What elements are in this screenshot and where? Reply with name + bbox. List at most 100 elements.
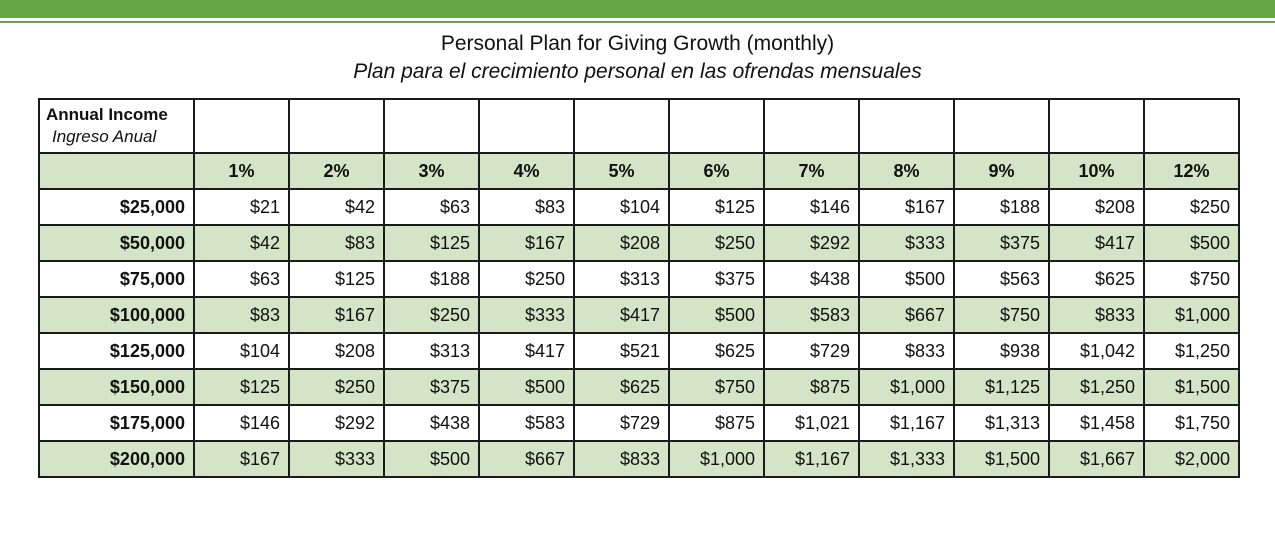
amount-cell: $438 [763, 260, 860, 298]
blank-cell [383, 98, 480, 154]
amount-cell: $125 [383, 224, 480, 262]
amount-cell: $167 [478, 224, 575, 262]
amount-cell: $83 [193, 296, 290, 334]
amount-cell: $250 [288, 368, 385, 406]
amount-cell: $333 [858, 224, 955, 262]
amount-cell: $667 [478, 440, 575, 478]
amount-cell: $1,021 [763, 404, 860, 442]
amount-cell: $1,042 [1048, 332, 1145, 370]
amount-cell: $146 [763, 188, 860, 226]
amount-cell: $1,125 [953, 368, 1050, 406]
amount-cell: $167 [858, 188, 955, 226]
amount-cell: $625 [573, 368, 670, 406]
table-row: $175,000 $146 $292 $438 $583 $729 $875 $1,021 $1… [38, 404, 1240, 442]
amount-cell: $500 [383, 440, 480, 478]
amount-cell: $667 [858, 296, 955, 334]
amount-cell: $1,750 [1143, 404, 1240, 442]
label-row: Annual Income Ingreso Anual [38, 98, 1240, 154]
blank-cell [573, 98, 670, 154]
amount-cell: $21 [193, 188, 290, 226]
blank-cell [763, 98, 860, 154]
amount-cell: $729 [573, 404, 670, 442]
amount-cell: $250 [668, 224, 765, 262]
income-cell: $200,000 [38, 440, 195, 478]
percent-header-row: 1% 2% 3% 4% 5% 6% 7% 8% 9% 10% 12% [38, 152, 1240, 190]
amount-cell: $583 [763, 296, 860, 334]
amount-cell: $250 [478, 260, 575, 298]
blank-cell [193, 98, 290, 154]
amount-cell: $188 [383, 260, 480, 298]
percent-header: 7% [763, 152, 860, 190]
amount-cell: $167 [193, 440, 290, 478]
amount-cell: $521 [573, 332, 670, 370]
amount-cell: $1,458 [1048, 404, 1145, 442]
percent-header: 4% [478, 152, 575, 190]
amount-cell: $125 [288, 260, 385, 298]
amount-cell: $292 [763, 224, 860, 262]
amount-cell: $1,313 [953, 404, 1050, 442]
amount-cell: $583 [478, 404, 575, 442]
amount-cell: $104 [573, 188, 670, 226]
amount-cell: $750 [953, 296, 1050, 334]
table-row: $25,000 $21 $42 $63 $83 $104 $125 $146 $167 $188 $… [38, 188, 1240, 226]
amount-cell: $417 [1048, 224, 1145, 262]
income-cell: $50,000 [38, 224, 195, 262]
amount-cell: $63 [383, 188, 480, 226]
amount-cell: $1,167 [858, 404, 955, 442]
percent-header: 3% [383, 152, 480, 190]
amount-cell: $250 [1143, 188, 1240, 226]
income-cell: $25,000 [38, 188, 195, 226]
amount-cell: $729 [763, 332, 860, 370]
amount-cell: $375 [383, 368, 480, 406]
amount-cell: $875 [763, 368, 860, 406]
amount-cell: $1,000 [1143, 296, 1240, 334]
amount-cell: $42 [193, 224, 290, 262]
amount-cell: $167 [288, 296, 385, 334]
amount-cell: $625 [1048, 260, 1145, 298]
amount-cell: $500 [858, 260, 955, 298]
amount-cell: $1,250 [1048, 368, 1145, 406]
amount-cell: $333 [288, 440, 385, 478]
amount-cell: $1,333 [858, 440, 955, 478]
blank-cell [668, 98, 765, 154]
income-cell: $125,000 [38, 332, 195, 370]
page-title: Personal Plan for Giving Growth (monthly… [440, 32, 835, 55]
amount-cell: $104 [193, 332, 290, 370]
amount-cell: $2,000 [1143, 440, 1240, 478]
amount-cell: $1,000 [668, 440, 765, 478]
income-cell: $100,000 [38, 296, 195, 334]
amount-cell: $83 [288, 224, 385, 262]
amount-cell: $938 [953, 332, 1050, 370]
amount-cell: $63 [193, 260, 290, 298]
amount-cell: $833 [1048, 296, 1145, 334]
blank-cell [288, 98, 385, 154]
amount-cell: $417 [478, 332, 575, 370]
top-green-rule [0, 21, 1275, 23]
amount-cell: $375 [953, 224, 1050, 262]
income-cell: $175,000 [38, 404, 195, 442]
amount-cell: $1,667 [1048, 440, 1145, 478]
amount-cell: $1,167 [763, 440, 860, 478]
income-cell: $75,000 [38, 260, 195, 298]
top-green-band [0, 0, 1275, 18]
amount-cell: $208 [573, 224, 670, 262]
blank-cell [1048, 98, 1145, 154]
amount-cell: $500 [1143, 224, 1240, 262]
page-subtitle: Plan para el crecimiento personal en las… [353, 60, 922, 83]
table-row: $125,000 $104 $208 $313 $417 $521 $625 $729 $833… [38, 332, 1240, 370]
amount-cell: $292 [288, 404, 385, 442]
percent-header: 5% [573, 152, 670, 190]
amount-cell: $146 [193, 404, 290, 442]
amount-cell: $1,500 [953, 440, 1050, 478]
amount-cell: $833 [573, 440, 670, 478]
ingreso-anual-label: Ingreso Anual [52, 127, 157, 146]
amount-cell: $500 [668, 296, 765, 334]
amount-cell: $83 [478, 188, 575, 226]
amount-cell: $875 [668, 404, 765, 442]
table-row: $200,000 $167 $333 $500 $667 $833 $1,000 $1,167… [38, 440, 1240, 478]
amount-cell: $313 [383, 332, 480, 370]
amount-cell: $438 [383, 404, 480, 442]
annual-income-header: Annual Income Ingreso Anual [38, 98, 195, 154]
percent-header: 9% [953, 152, 1050, 190]
amount-cell: $750 [668, 368, 765, 406]
